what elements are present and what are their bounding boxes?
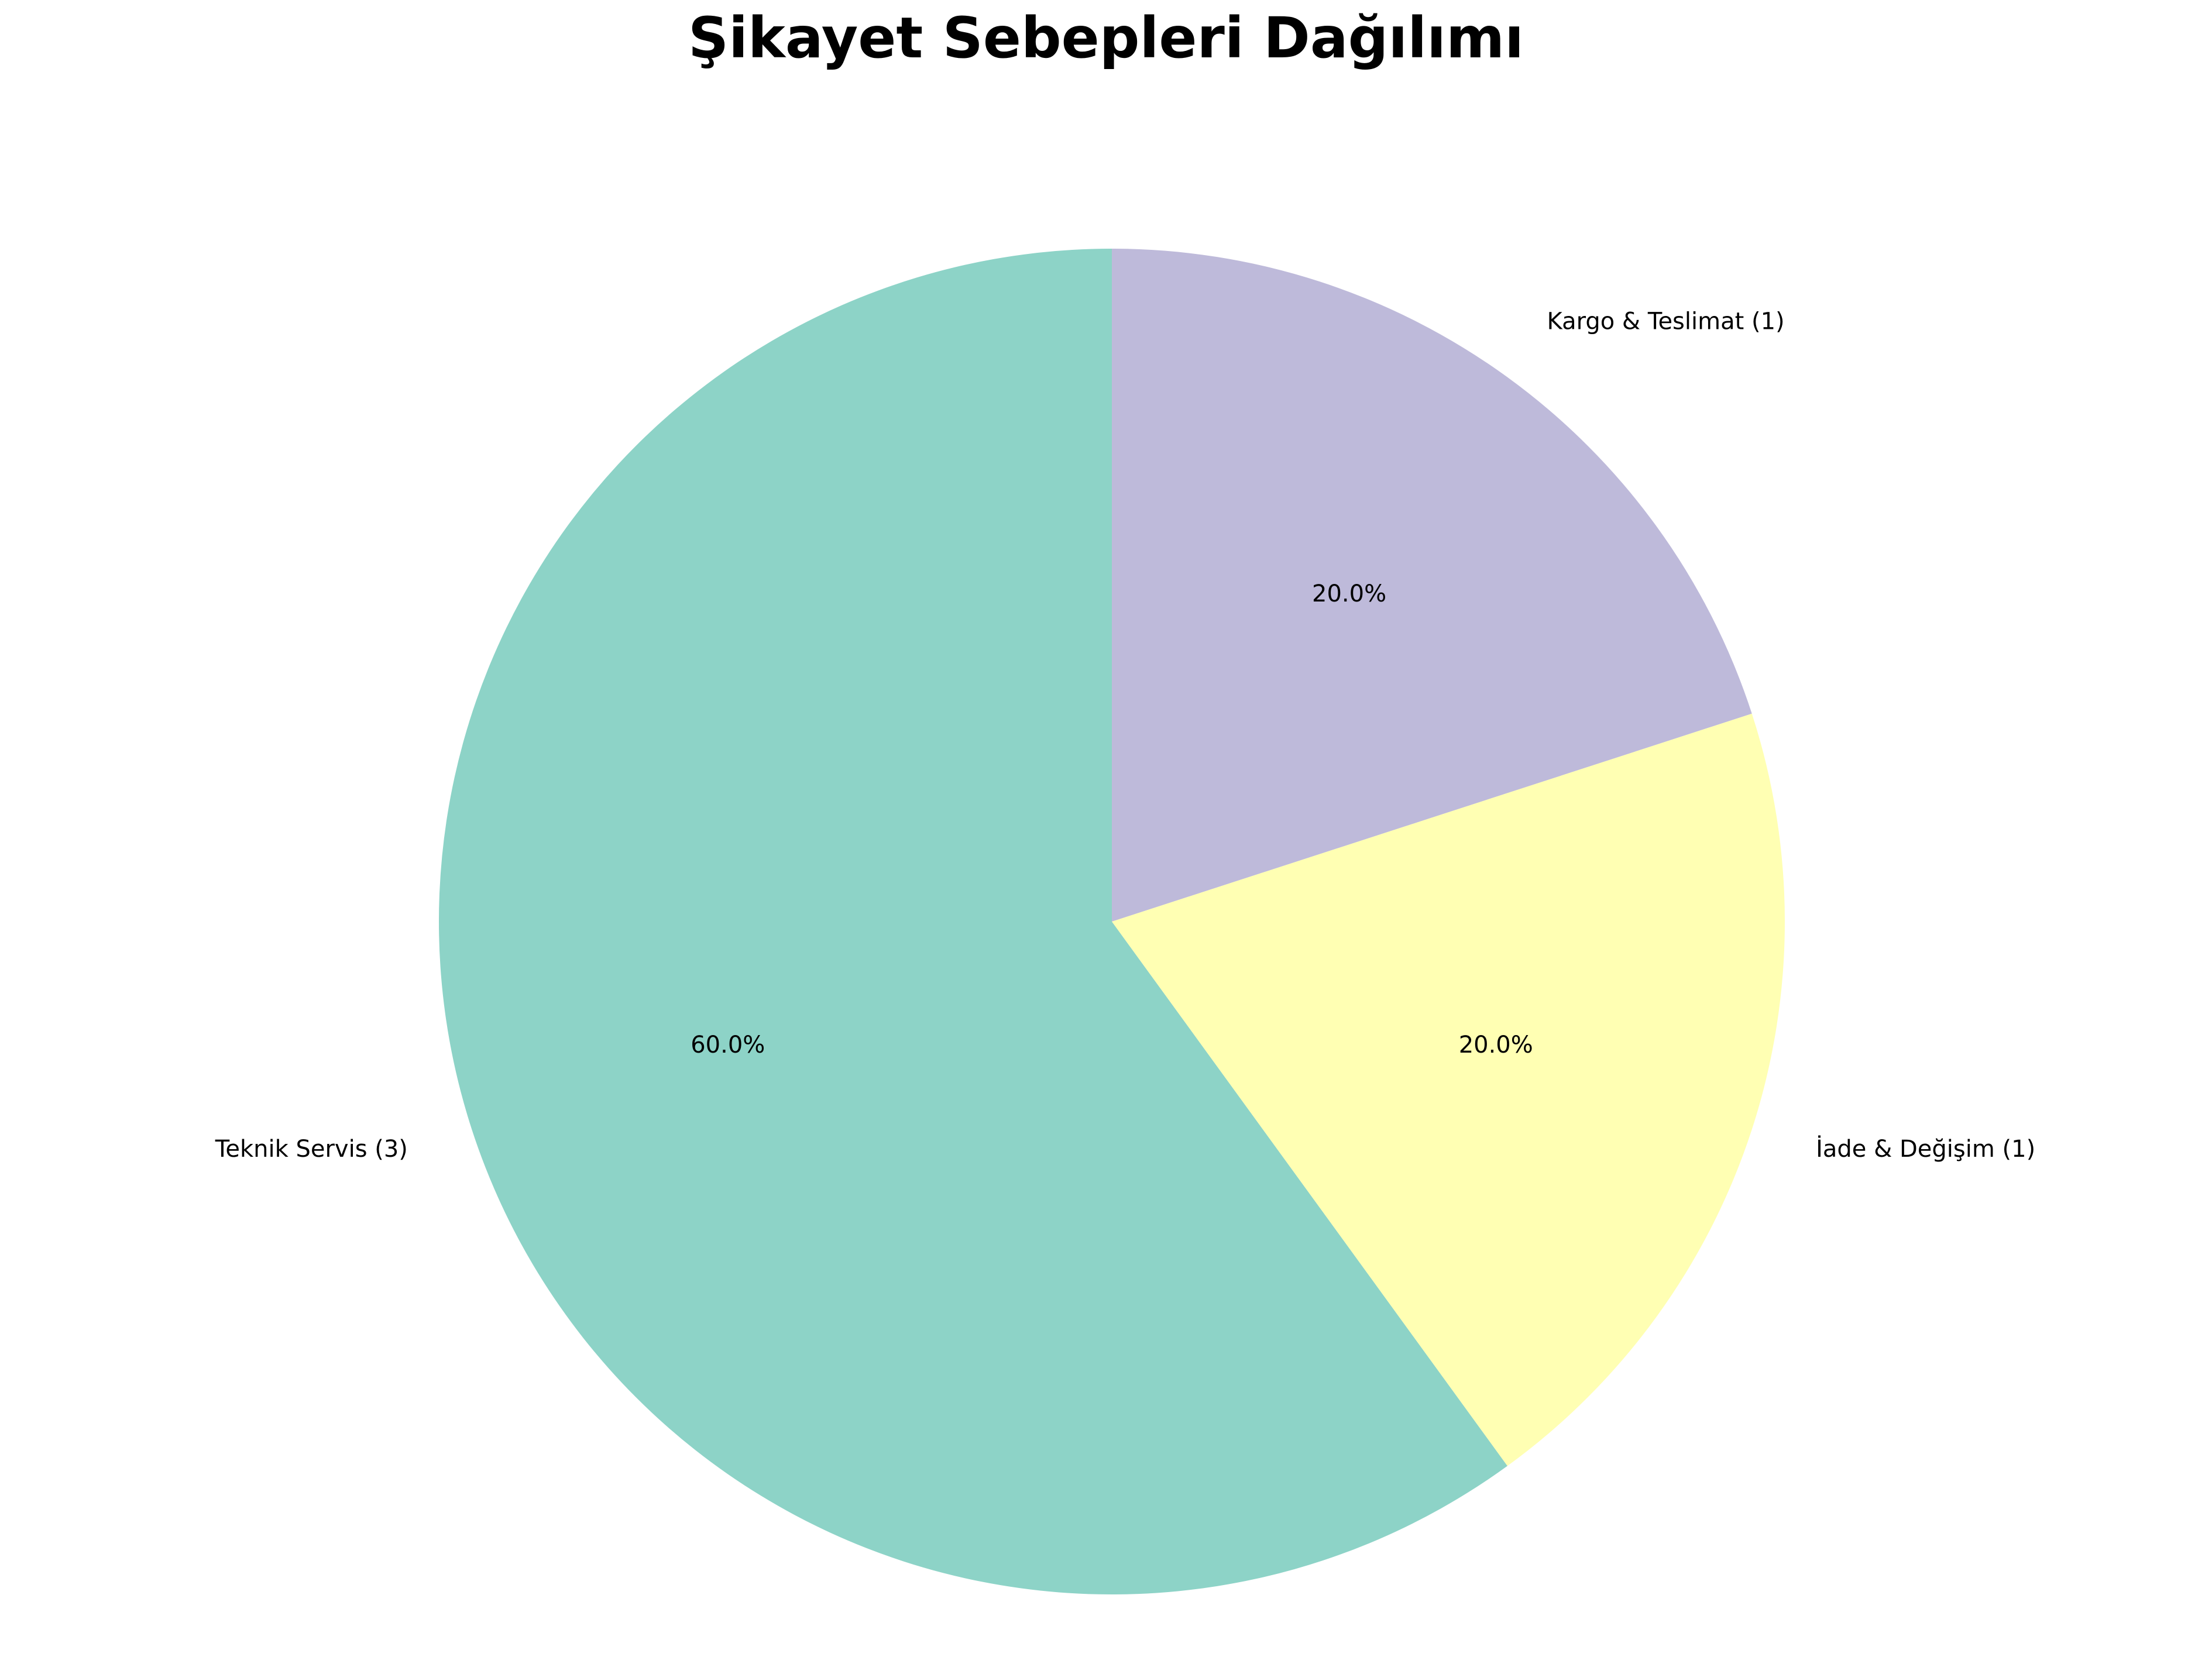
pie-slice-kargo-teslimat	[1112, 249, 1752, 922]
slice-percent-kargo-teslimat: 20.0%	[1312, 580, 1386, 607]
pie-labels: Teknik Servis (3) 60.0% İade & Değişim (1)…	[215, 308, 2036, 1163]
slice-label-kargo-teslimat: Kargo & Teslimat (1)	[1547, 308, 1785, 335]
slice-label-iade-degisim: İade & Değişim (1)	[1816, 1135, 2035, 1163]
chart-title: Şikayet Sebepleri Dağılımı	[688, 5, 1524, 71]
slice-percent-teknik-servis: 60.0%	[691, 1032, 765, 1058]
pie-slice-iade-degisim	[1112, 713, 1785, 1466]
pie-slice-teknik-servis	[439, 249, 1507, 1594]
slice-percent-iade-degisim: 20.0%	[1459, 1032, 1533, 1058]
pie-slices	[439, 249, 1785, 1594]
slice-label-teknik-servis: Teknik Servis (3)	[215, 1136, 408, 1163]
